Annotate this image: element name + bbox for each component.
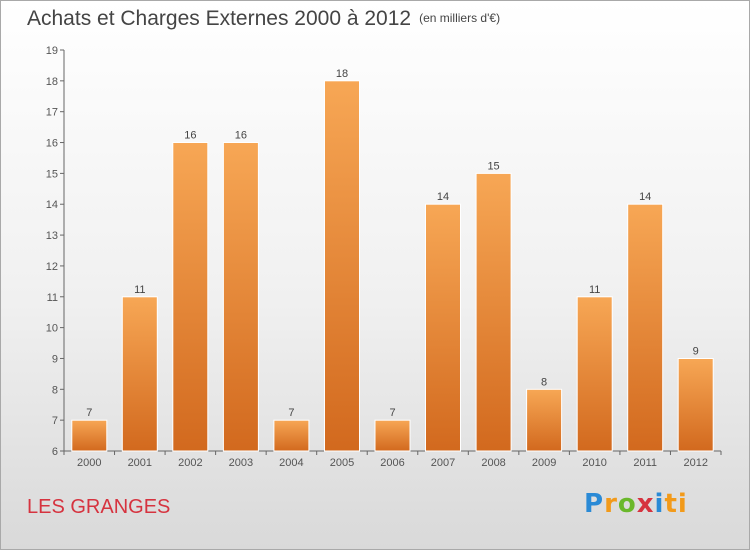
x-tick-label: 2009 [532,457,556,469]
x-tick-label: 2002 [178,457,202,469]
bar [71,419,108,452]
y-tick-label: 15 [46,168,58,180]
data-label: 7 [288,407,294,419]
bar [374,419,411,452]
y-tick-label: 11 [47,292,58,304]
data-label: 15 [487,160,499,172]
bar [172,142,209,452]
data-label: 14 [437,191,449,203]
y-tick-label: 18 [46,76,58,88]
bar [425,203,461,452]
bar [526,388,563,452]
y-tick-label: 8 [52,384,58,396]
y-tick-label: 16 [46,138,58,150]
y-tick-label: 9 [52,353,58,365]
x-tick-label: 2012 [683,457,707,469]
y-tick-label: 7 [52,415,58,427]
chart-title: Achats et Charges Externes 2000 à 2012 (e… [27,7,500,31]
bar [121,296,158,452]
x-tick-label: 2011 [633,457,657,469]
x-tick-label: 2004 [279,457,303,469]
data-label: 7 [389,407,395,419]
x-tick-label: 2008 [481,457,505,469]
chart-bars [71,80,714,452]
data-label: 18 [336,68,348,80]
x-tick-label: 2010 [582,457,606,469]
x-tick-label: 2007 [431,457,455,469]
chart-data-labels: 7 11 16 16 7 18 7 14 15 8 11 14 9 [86,68,699,419]
data-label: 16 [235,130,247,142]
y-tick-label: 12 [46,261,58,273]
data-label: 11 [134,284,145,296]
y-tick-label: 17 [46,107,58,119]
bar [677,358,714,452]
title-text: Achats et Charges Externes 2000 à 2012 [27,7,412,30]
data-label: 8 [541,376,547,388]
bar [222,142,259,452]
bar [627,203,664,452]
bar [273,419,310,452]
location-name: LES GRANGES [27,496,171,518]
data-label: 11 [589,284,600,296]
bar [475,172,512,452]
y-tick-label: 19 [46,45,58,57]
bar [576,296,613,452]
data-label: 9 [693,345,699,357]
proxiti-logo[interactable]: Proxiti [584,489,688,519]
y-tick-label: 13 [46,230,58,242]
x-tick-label: 2006 [380,457,404,469]
x-tick-label: 2003 [229,457,253,469]
data-label: 16 [184,130,196,142]
y-tick-label: 6 [52,446,58,458]
bar [324,80,360,452]
title-unit: (en milliers d'€) [419,11,501,25]
x-tick-label: 2000 [77,457,101,469]
y-tick-label: 10 [46,323,58,335]
x-tick-label: 2001 [128,457,152,469]
data-label: 7 [86,407,92,419]
data-label: 14 [639,191,651,203]
x-tick-label: 2005 [330,457,354,469]
y-tick-label: 14 [46,199,58,211]
